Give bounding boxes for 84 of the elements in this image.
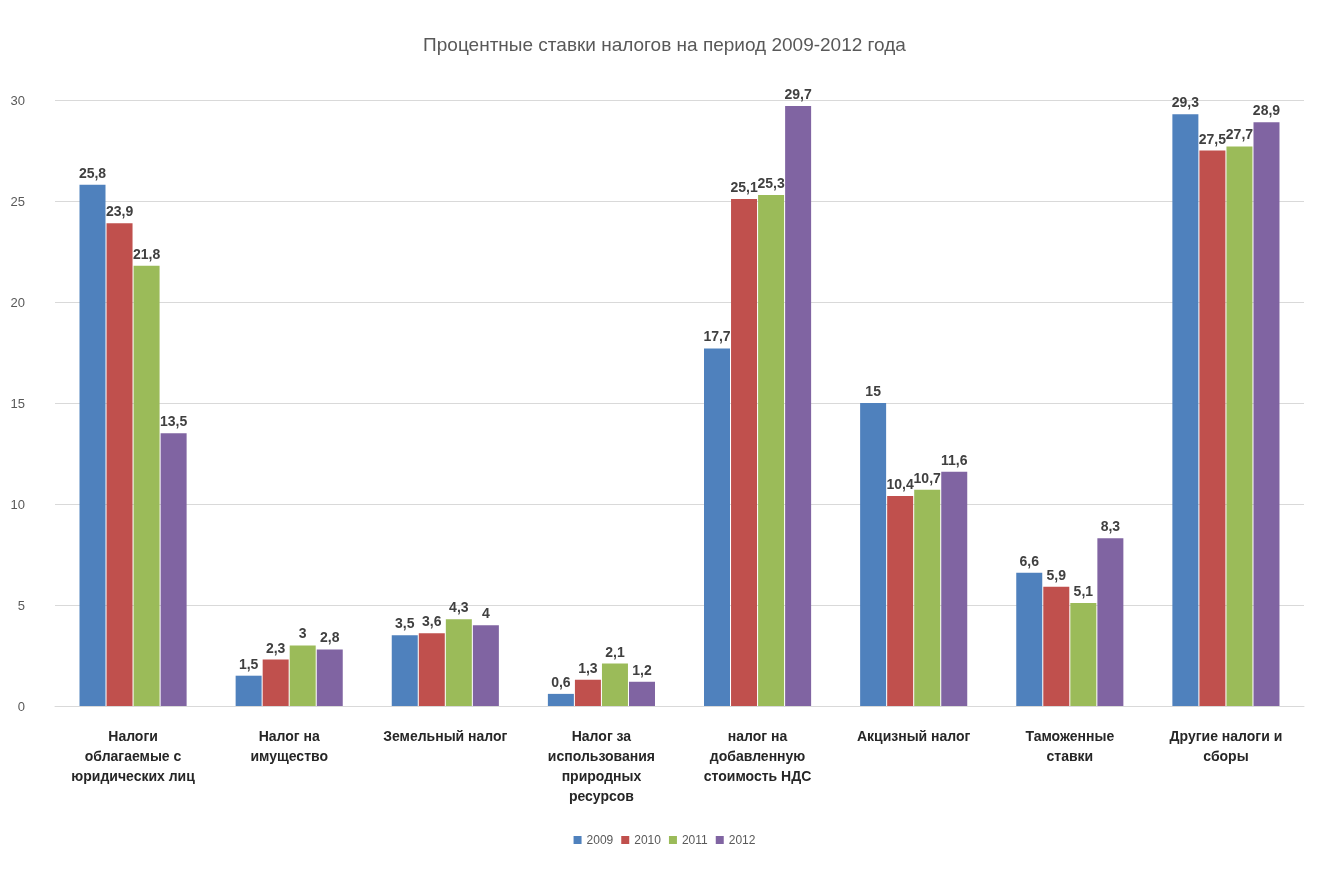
bar xyxy=(860,403,887,706)
data-label: 5,9 xyxy=(1046,566,1067,583)
bar xyxy=(704,348,730,706)
bar xyxy=(914,489,941,706)
bar xyxy=(887,495,914,706)
bar xyxy=(1043,586,1070,706)
bar xyxy=(472,625,499,706)
bar xyxy=(601,663,628,706)
bar xyxy=(133,265,160,706)
bar xyxy=(391,635,418,706)
data-label: 2,3 xyxy=(265,639,286,656)
bar xyxy=(160,433,187,706)
bar xyxy=(1016,572,1043,706)
bar xyxy=(785,106,812,706)
data-label: 25,3 xyxy=(757,174,785,191)
y-tick-label: 5 xyxy=(17,597,25,613)
bar xyxy=(106,223,133,706)
data-label: 3,6 xyxy=(422,613,442,630)
bar xyxy=(445,619,472,706)
data-label: 10,7 xyxy=(913,469,942,486)
bar xyxy=(941,471,968,706)
bar xyxy=(1199,150,1226,706)
data-label: 15 xyxy=(865,383,882,399)
data-label: 0,6 xyxy=(551,673,571,690)
bar xyxy=(731,198,758,706)
data-label: 17,7 xyxy=(703,328,731,345)
x-tick-label: Налог за использования природных ресурсов xyxy=(547,728,656,804)
bar xyxy=(235,675,262,706)
bar xyxy=(1253,122,1280,706)
legend-label: 2011 xyxy=(681,833,709,847)
legend-label: 2010 xyxy=(634,833,662,847)
data-label: 11,6 xyxy=(941,451,968,468)
y-tick-label: 30 xyxy=(10,92,25,108)
bar xyxy=(79,184,106,706)
data-label: 25,8 xyxy=(78,164,107,181)
bar xyxy=(547,693,574,706)
x-tick-label: налог на добавленную стоимость НДС xyxy=(703,728,812,784)
data-label: 29,3 xyxy=(1171,94,1200,111)
data-label: 3,5 xyxy=(395,615,415,632)
data-label: 1,5 xyxy=(238,655,259,672)
y-tick-label: 0 xyxy=(17,698,25,714)
data-label: 21,8 xyxy=(132,245,161,262)
data-label: 23,9 xyxy=(105,203,134,220)
bar xyxy=(262,659,289,706)
data-label: 3 xyxy=(298,625,307,642)
data-label: 4 xyxy=(481,605,490,622)
bar xyxy=(316,649,343,706)
data-label: 13,5 xyxy=(160,413,188,430)
chart-title: Процентные ставки налогов на период 2009-2012 года xyxy=(423,34,907,55)
bar xyxy=(1097,538,1124,706)
bar xyxy=(1226,146,1253,706)
data-label: 27,7 xyxy=(1225,126,1254,143)
y-tick-label: 15 xyxy=(10,395,25,411)
data-label: 4,3 xyxy=(449,599,469,616)
data-label: 1,3 xyxy=(578,659,598,676)
data-label: 6,6 xyxy=(1019,552,1040,569)
data-label: 27,5 xyxy=(1198,130,1227,147)
data-label: 8,3 xyxy=(1100,518,1121,535)
data-label: 29,7 xyxy=(784,86,812,103)
legend-label: 2012 xyxy=(728,833,756,847)
bar xyxy=(758,194,785,706)
bar xyxy=(289,645,316,706)
x-tick-label: Налоги облагаемые с юридических лиц xyxy=(71,728,196,784)
x-tick-label: Земельный налог xyxy=(383,728,508,744)
x-tick-label: Акцизный налог xyxy=(856,728,971,744)
y-tick-label: 20 xyxy=(10,294,25,310)
y-tick-label: 25 xyxy=(10,193,25,209)
bar xyxy=(1172,114,1199,706)
data-label: 10,4 xyxy=(886,475,914,492)
bar xyxy=(574,679,601,706)
data-label: 25,1 xyxy=(730,178,758,195)
bar xyxy=(629,681,655,706)
bar xyxy=(1070,602,1097,706)
legend-label: 2009 xyxy=(586,833,614,847)
data-label: 2,1 xyxy=(605,643,625,660)
data-label: 28,9 xyxy=(1252,102,1281,119)
x-tick-label: Другие налоги и сборы xyxy=(1169,728,1283,764)
y-tick-label: 10 xyxy=(10,496,25,512)
data-label: 5,1 xyxy=(1073,582,1094,599)
x-tick-label: Налог на имущество xyxy=(250,728,328,764)
x-tick-label: Таможенные ставки xyxy=(1025,728,1115,764)
data-label: 1,2 xyxy=(632,661,652,678)
data-label: 2,8 xyxy=(320,629,340,646)
bar xyxy=(418,633,445,706)
